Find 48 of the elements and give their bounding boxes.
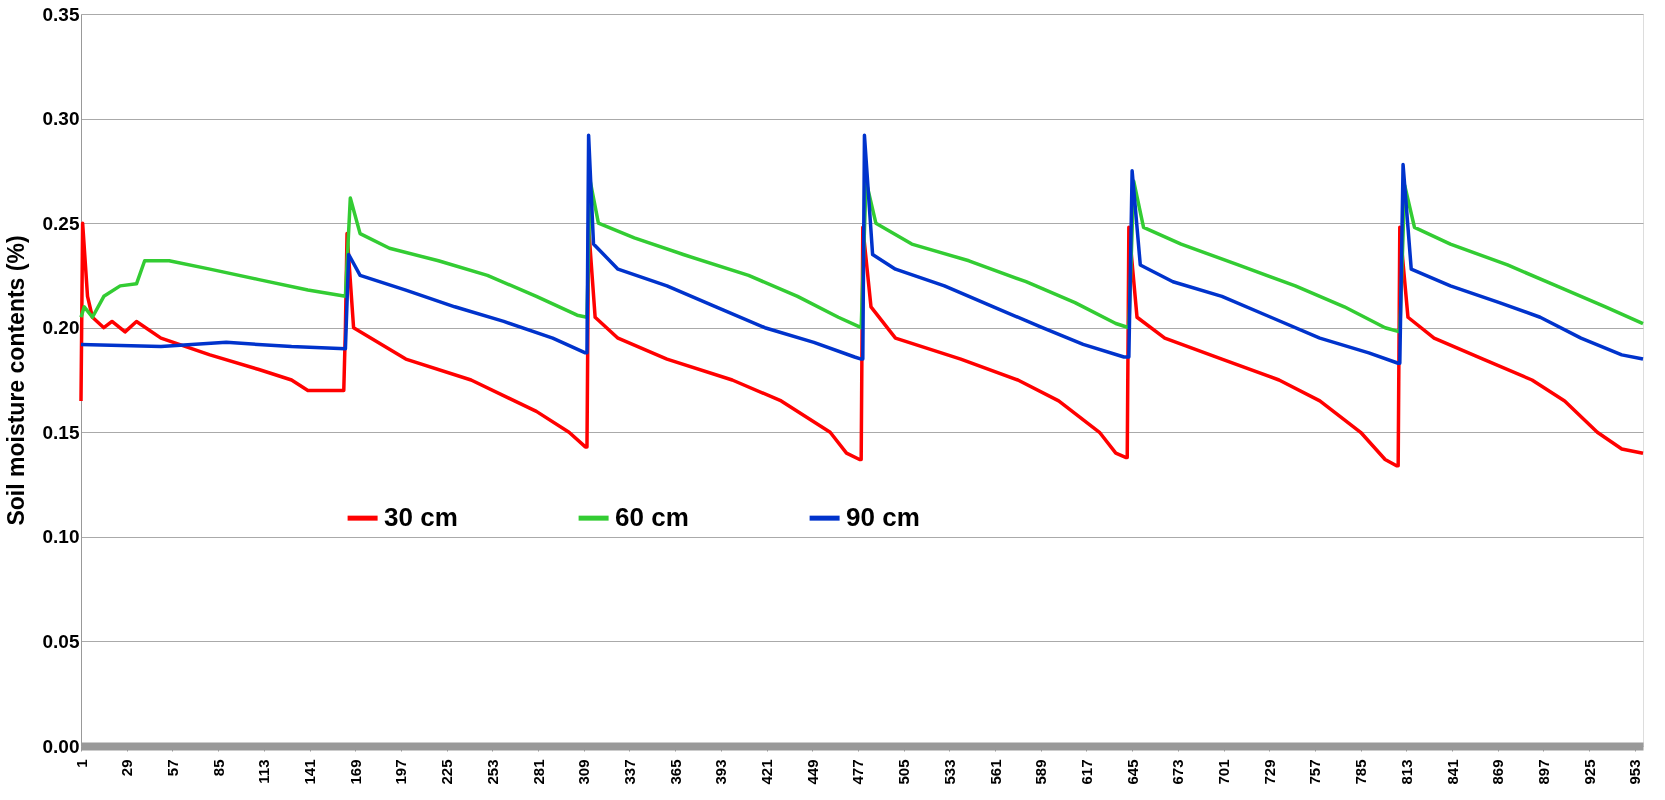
x-tick-label: 225	[438, 759, 456, 785]
y-tick-label: 0.10	[42, 526, 80, 548]
x-tick-label: 197	[392, 759, 410, 785]
y-tick-label: 0.20	[42, 317, 80, 339]
line-series	[79, 133, 1645, 366]
x-tick-label: 449	[803, 759, 821, 785]
x-tick-label: 253	[483, 759, 501, 785]
x-tick-label: 925	[1580, 759, 1598, 785]
x-tick-label: 701	[1215, 759, 1233, 785]
x-tick-label: 85	[209, 759, 227, 777]
x-tick-label: 673	[1169, 759, 1187, 785]
x-tick-label: 337	[620, 759, 638, 785]
x-tick-label: 813	[1397, 759, 1415, 785]
x-tick-label: 617	[1077, 759, 1095, 785]
x-tick-label: 393	[712, 759, 730, 785]
x-tick-label: 869	[1489, 759, 1507, 785]
x-tick-label: 589	[1032, 759, 1050, 785]
y-tick-label: 0.05	[42, 630, 80, 652]
x-tick-label: 29	[118, 759, 136, 777]
x-tick-label: 953	[1626, 759, 1644, 785]
legend-label: 90 cm	[846, 502, 920, 533]
x-tick-label: 533	[940, 759, 958, 785]
x-tick-label: 785	[1352, 759, 1370, 785]
y-tick-label: 0.15	[42, 421, 80, 443]
x-tick-label: 365	[666, 759, 684, 785]
x-tick-label: 897	[1534, 759, 1552, 785]
x-tick-label: 477	[849, 759, 867, 785]
x-tick-label: 757	[1306, 759, 1324, 785]
x-tick-label: 57	[163, 759, 181, 777]
legend-label: 60 cm	[615, 502, 689, 533]
x-tick-label: 561	[986, 759, 1004, 785]
x-tick-label: 729	[1260, 759, 1278, 785]
y-tick-label: 0.25	[42, 212, 80, 234]
x-tick-label: 113	[255, 759, 273, 784]
x-tick-label: 421	[758, 759, 776, 785]
x-tick-label: 169	[346, 759, 364, 785]
x-tick-label: 281	[529, 759, 547, 785]
y-axis-title: Soil moisture contents (%)	[2, 235, 29, 526]
x-tick-label: 309	[575, 759, 593, 785]
y-tick-label: 0.35	[42, 3, 80, 25]
x-tick-label: 505	[895, 759, 913, 785]
x-tick-label: 141	[301, 759, 319, 785]
legend-label: 30 cm	[384, 502, 458, 533]
y-tick-label: 0.30	[42, 108, 80, 130]
x-tick-label: 1	[72, 759, 90, 768]
y-tick-label: 0.00	[42, 735, 80, 757]
x-tick-label: 645	[1123, 759, 1141, 785]
x-tick-label: 841	[1443, 759, 1461, 785]
